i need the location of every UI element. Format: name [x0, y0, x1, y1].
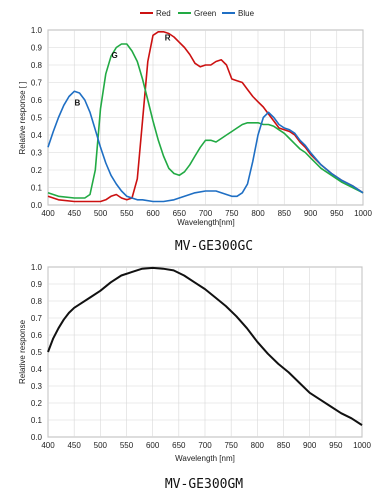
mono-x-tick-label: 850 — [277, 441, 291, 450]
color-y-tick-label: 0.2 — [31, 166, 43, 175]
color-x-tick-label: 650 — [173, 209, 187, 218]
mono-x-tick-label: 400 — [41, 441, 55, 450]
annotation-b: B — [75, 98, 81, 107]
mono-chart-y-ticks: 0.0 0.1 0.2 0.3 0.4 0.5 0.6 0.7 0.8 0.9 1.0 — [31, 263, 43, 442]
mono-x-tick-label: 550 — [120, 441, 134, 450]
series-line-mono — [47, 266, 363, 426]
mono-x-tick-label: 1000 — [353, 441, 371, 450]
mono-x-tick-label: 600 — [146, 441, 160, 450]
mono-y-tick-label: 0.8 — [31, 297, 43, 306]
color-chart-x-ticks: 400 450 500 550 600 650 700 750 800 850 900 950 1000 — [41, 209, 372, 218]
mono-chart-x-axis-label: Wavelength [nm] — [175, 454, 235, 463]
annotation-r: R — [165, 34, 171, 43]
mono-y-tick-label: 0.1 — [31, 416, 43, 425]
mono-y-tick-label: 0.0 — [31, 433, 43, 442]
annotation-g: G — [112, 51, 118, 60]
color-x-tick-label: 750 — [225, 209, 239, 218]
color-chart-grid — [47, 29, 364, 206]
mono-y-tick-label: 1.0 — [31, 263, 43, 272]
mono-x-tick-label: 700 — [198, 441, 212, 450]
series-line-green — [47, 43, 364, 199]
mono-y-tick-label: 0.2 — [31, 399, 43, 408]
color-y-tick-label: 0.1 — [31, 184, 43, 193]
color-y-tick-label: 0.3 — [31, 149, 43, 158]
color-y-tick-label: 0.9 — [31, 44, 43, 53]
color-y-tick-label: 0.4 — [31, 131, 43, 140]
mono-x-tick-label: 950 — [329, 441, 343, 450]
mono-chart: 400 450 500 550 600 650 700 750 800 850 900 950 1000… — [18, 263, 371, 490]
legend-label-blue: Blue — [238, 9, 255, 18]
color-chart-y-axis-label: Relative response [ ] — [18, 82, 27, 155]
color-x-tick-label: 1000 — [354, 209, 372, 218]
color-y-tick-label: 0.7 — [31, 79, 43, 88]
mono-y-tick-label: 0.9 — [31, 280, 43, 289]
mono-x-tick-label: 500 — [94, 441, 108, 450]
color-y-tick-label: 0.0 — [31, 201, 43, 210]
mono-y-tick-label: 0.3 — [31, 382, 43, 391]
mono-model-caption: MV-GE300GM — [165, 477, 243, 490]
color-chart-legend: Red Green Blue — [140, 9, 255, 18]
mono-chart-y-axis-label: Relative response — [18, 319, 27, 384]
color-chart-series — [47, 31, 364, 203]
color-x-tick-label: 900 — [304, 209, 318, 218]
color-chart: Red Green Blue R G B 400 450 500 550 600 650 700… — [18, 9, 372, 254]
color-x-tick-label: 400 — [41, 209, 55, 218]
color-x-tick-label: 550 — [120, 209, 134, 218]
mono-y-tick-label: 0.7 — [31, 314, 43, 323]
color-y-tick-label: 1.0 — [31, 26, 43, 35]
color-y-tick-label: 0.5 — [31, 114, 43, 123]
mono-chart-grid — [47, 266, 363, 438]
mono-y-tick-label: 0.5 — [31, 348, 43, 357]
series-line-blue — [47, 90, 364, 203]
mono-x-tick-label: 650 — [172, 441, 186, 450]
mono-x-tick-label: 750 — [224, 441, 238, 450]
color-model-caption: MV-GE300GC — [175, 239, 253, 254]
mono-x-tick-label: 900 — [303, 441, 317, 450]
series-line-red — [47, 31, 364, 203]
mono-chart-x-ticks: 400 450 500 550 600 650 700 750 800 850 900 950 1000 — [41, 441, 371, 450]
color-x-tick-label: 500 — [94, 209, 108, 218]
color-y-tick-label: 0.8 — [31, 61, 43, 70]
color-chart-annotations: R G B — [75, 34, 171, 108]
color-chart-y-ticks: 0.0 0.1 0.2 0.3 0.4 0.5 0.6 0.7 0.8 0.9 1.0 — [31, 26, 43, 210]
legend-label-green: Green — [194, 9, 216, 18]
legend-label-red: Red — [156, 9, 171, 18]
mono-x-tick-label: 800 — [251, 441, 265, 450]
color-y-tick-label: 0.6 — [31, 96, 43, 105]
color-chart-x-axis-label: Wavelength[nm] — [177, 218, 235, 227]
mono-x-tick-label: 450 — [67, 441, 81, 450]
mono-y-tick-label: 0.4 — [31, 365, 43, 374]
color-x-tick-label: 700 — [199, 209, 213, 218]
color-x-tick-label: 800 — [251, 209, 265, 218]
color-x-tick-label: 600 — [146, 209, 160, 218]
color-x-tick-label: 450 — [68, 209, 82, 218]
color-x-tick-label: 850 — [278, 209, 292, 218]
color-x-tick-label: 950 — [330, 209, 344, 218]
mono-chart-series — [47, 266, 363, 426]
mono-y-tick-label: 0.6 — [31, 331, 43, 340]
